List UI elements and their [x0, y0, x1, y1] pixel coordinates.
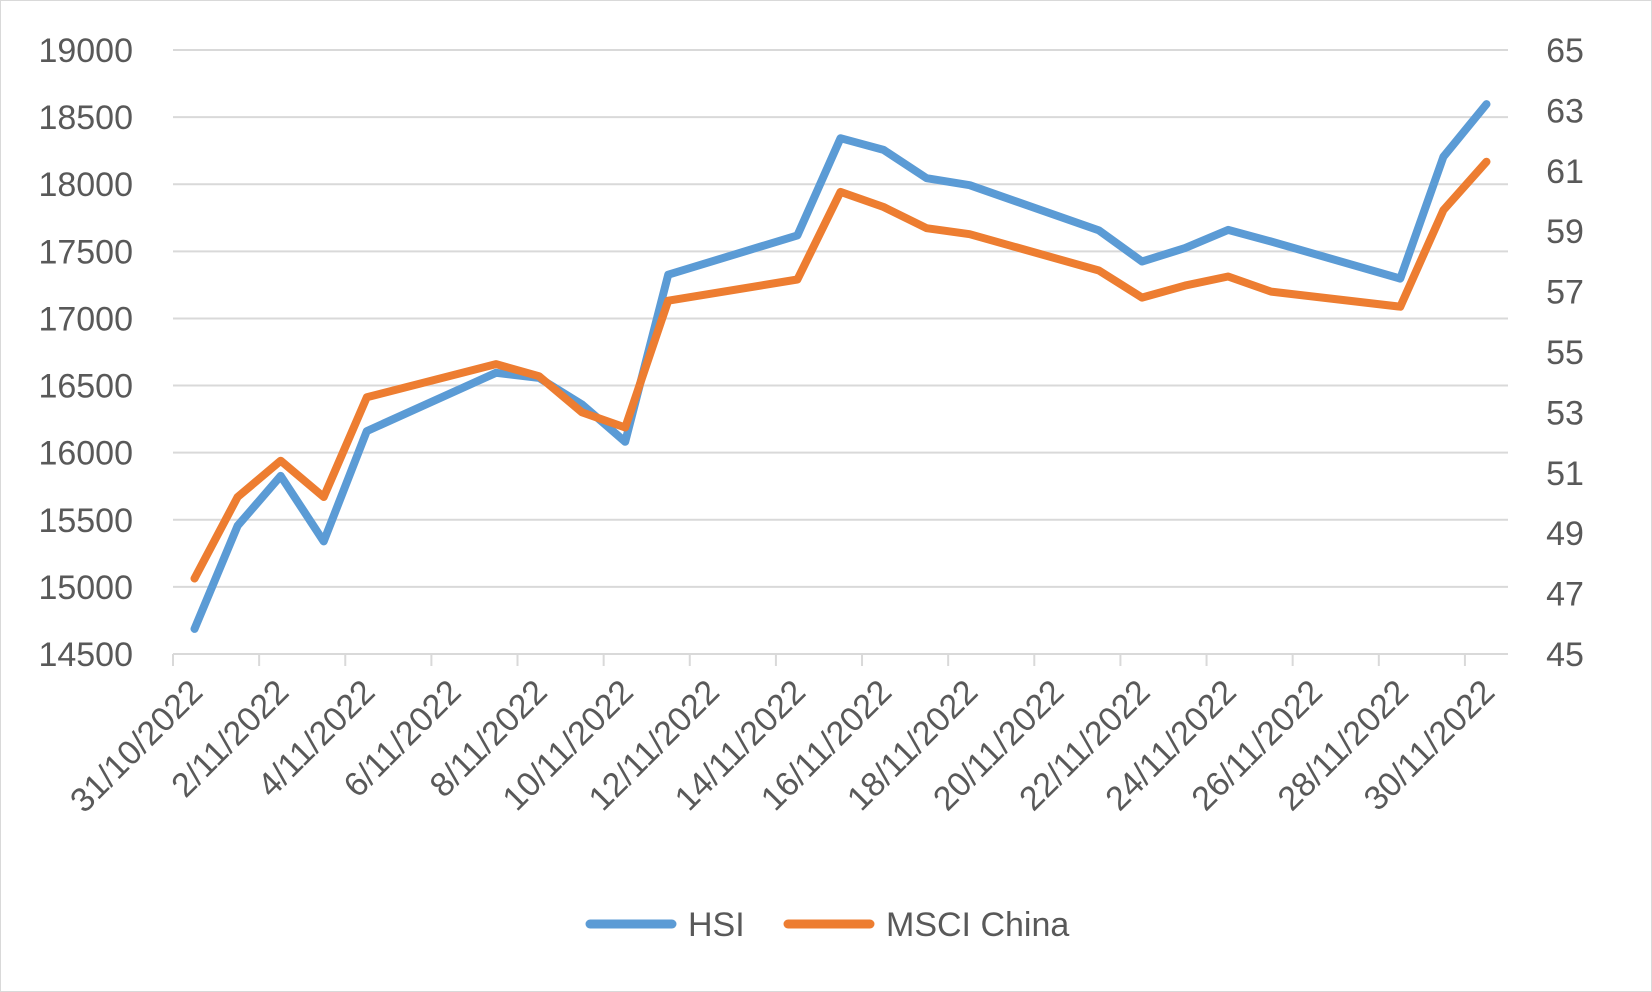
- left-axis-tick-label: 17500: [38, 233, 133, 271]
- left-axis-tick-label: 15000: [38, 569, 133, 607]
- right-axis-tick-label: 59: [1546, 213, 1584, 251]
- x-axis-tick-labels: 31/10/20222/11/20224/11/20226/11/20228/1…: [63, 673, 1502, 820]
- series-lines: [190, 100, 1491, 633]
- left-axis-tick-label: 17000: [38, 300, 133, 338]
- right-axis-tick-label: 55: [1546, 334, 1584, 372]
- right-axis-tick-label: 49: [1546, 515, 1584, 553]
- gridlines: [173, 49, 1508, 588]
- right-axis-tick-label: 51: [1546, 455, 1584, 493]
- legend-label-msci-china: MSCI China: [886, 906, 1069, 944]
- left-axis-tick-label: 19000: [38, 32, 133, 70]
- right-axis-tick-label: 53: [1546, 394, 1584, 432]
- right-axis-tick-label: 47: [1546, 576, 1584, 614]
- left-axis-tick-label: 18000: [38, 166, 133, 204]
- right-axis-tick-label: 61: [1546, 153, 1584, 191]
- right-axis-tick-label: 57: [1546, 274, 1584, 312]
- series-line-hsi: [190, 100, 1491, 633]
- right-axis-tick-label: 63: [1546, 92, 1584, 130]
- right-axis-tick-label: 65: [1546, 32, 1584, 70]
- right-axis-tick-label: 45: [1546, 636, 1584, 674]
- x-axis: [172, 653, 1508, 666]
- left-axis-tick-label: 15500: [38, 502, 133, 540]
- left-axis-tick-labels: 14500 15000 15500 16000 16500 17000 17500 18000…: [38, 32, 133, 674]
- right-axis-tick-labels: 45 47 49 51 53 55 57 59 61 63 65: [1546, 32, 1584, 674]
- left-axis-tick-label: 14500: [38, 636, 133, 674]
- series-line-msci-china: [190, 157, 1491, 583]
- left-axis-tick-label: 16500: [38, 368, 133, 406]
- legend: HSI MSCI China: [585, 906, 1069, 944]
- legend-label-hsi: HSI: [688, 906, 745, 944]
- left-axis-tick-label: 16000: [38, 435, 133, 473]
- left-axis-tick-label: 18500: [38, 99, 133, 137]
